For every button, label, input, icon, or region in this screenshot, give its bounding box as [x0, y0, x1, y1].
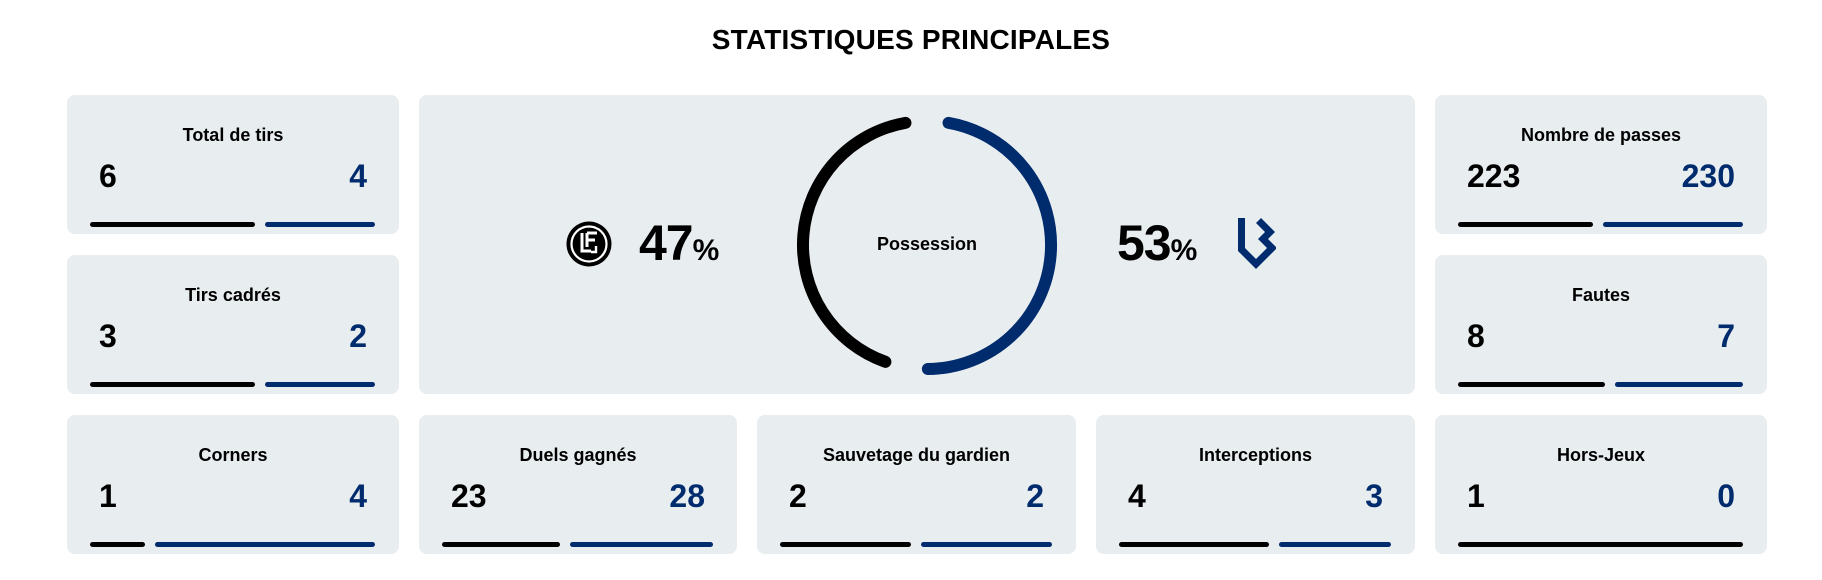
away-bar — [265, 222, 375, 227]
possession-away-value: 53% — [1117, 217, 1197, 282]
home-bar — [1458, 222, 1594, 227]
stat-away-value: 4 — [349, 158, 367, 194]
stat-away-value: 4 — [349, 478, 367, 514]
stat-title: Nombre de passes — [1520, 125, 1682, 145]
possession-card: 47% Possession 53% — [419, 95, 1415, 394]
home-bar — [90, 222, 255, 227]
stat-away-value: 7 — [1717, 318, 1735, 354]
stat-comparison-bar — [1458, 382, 1743, 387]
stat-comparison-bar — [90, 382, 375, 387]
home-bar — [1119, 542, 1269, 547]
stat-home-value: 2 — [789, 478, 807, 514]
page-title: STATISTIQUES PRINCIPALES — [711, 24, 1111, 55]
stat-away-value: 2 — [1026, 478, 1044, 514]
stat-comparison-bar — [90, 222, 375, 227]
possession-home-value: 47% — [639, 217, 719, 282]
possession-home-number: 47 — [639, 215, 694, 271]
stat-card-corners: Corners 1 4 — [67, 415, 399, 554]
possession-ring-chart — [796, 116, 1058, 375]
possession-away-arc — [921, 116, 1058, 375]
percent-sign: % — [1170, 234, 1198, 267]
home-bar — [1458, 542, 1743, 547]
stat-home-value: 4 — [1128, 478, 1146, 514]
stat-away-value: 2 — [349, 318, 367, 354]
stat-card-interceptions: Interceptions 4 3 — [1096, 415, 1415, 554]
stat-title: Tirs cadrés — [185, 285, 281, 305]
stat-card-hors-jeux: Hors-Jeux 1 0 — [1435, 415, 1767, 554]
stat-title: Fautes — [1571, 285, 1631, 305]
stat-comparison-bar — [1458, 542, 1743, 547]
stat-card-passes: Nombre de passes 223 230 — [1435, 95, 1767, 234]
away-bar — [265, 382, 375, 387]
stat-card-fautes: Fautes 8 7 — [1435, 255, 1767, 394]
fc-lausanne-sport-crest-icon — [1238, 218, 1276, 269]
stat-home-value: 3 — [99, 318, 117, 354]
stat-away-value: 0 — [1717, 478, 1735, 514]
stat-home-value: 6 — [99, 158, 117, 194]
stat-title: Duels gagnés — [519, 445, 637, 465]
percent-sign: % — [692, 234, 720, 267]
possession-label: Possession — [876, 234, 978, 254]
stat-card-tirs-cadres: Tirs cadrés 3 2 — [67, 255, 399, 394]
away-bar — [921, 542, 1052, 547]
home-bar — [1458, 382, 1605, 387]
away-bar — [155, 542, 375, 547]
stat-title: Interceptions — [1198, 445, 1313, 465]
stat-away-value: 230 — [1681, 158, 1735, 194]
stat-title: Corners — [198, 445, 268, 465]
stat-card-sauvetage: Sauvetage du gardien 2 2 — [757, 415, 1076, 554]
possession-away-number: 53 — [1117, 215, 1172, 271]
stat-comparison-bar — [90, 542, 375, 547]
stat-card-total-tirs: Total de tirs 6 4 — [67, 95, 399, 234]
away-bar — [1278, 542, 1391, 547]
home-bar — [442, 542, 560, 547]
stat-title: Hors-Jeux — [1556, 445, 1646, 465]
stat-comparison-bar — [442, 542, 713, 547]
away-bar — [569, 542, 713, 547]
away-bar — [1614, 382, 1743, 387]
stat-comparison-bar — [1119, 542, 1391, 547]
stat-home-value: 23 — [451, 478, 487, 514]
home-bar — [90, 542, 145, 547]
stat-home-value: 223 — [1467, 158, 1521, 194]
away-bar — [1603, 222, 1743, 227]
stat-home-value: 1 — [1467, 478, 1485, 514]
stat-away-value: 28 — [669, 478, 705, 514]
stat-home-value: 1 — [99, 478, 117, 514]
stat-comparison-bar — [780, 542, 1052, 547]
fc-lugano-crest-icon — [566, 221, 612, 267]
stat-home-value: 8 — [1467, 318, 1485, 354]
stat-comparison-bar — [1458, 222, 1743, 227]
home-bar — [90, 382, 255, 387]
stat-title: Sauvetage du gardien — [822, 445, 1011, 465]
possession-home-arc — [796, 116, 912, 368]
home-bar — [780, 542, 911, 547]
stat-away-value: 3 — [1365, 478, 1383, 514]
stat-card-duels: Duels gagnés 23 28 — [419, 415, 737, 554]
stat-title: Total de tirs — [182, 125, 284, 145]
